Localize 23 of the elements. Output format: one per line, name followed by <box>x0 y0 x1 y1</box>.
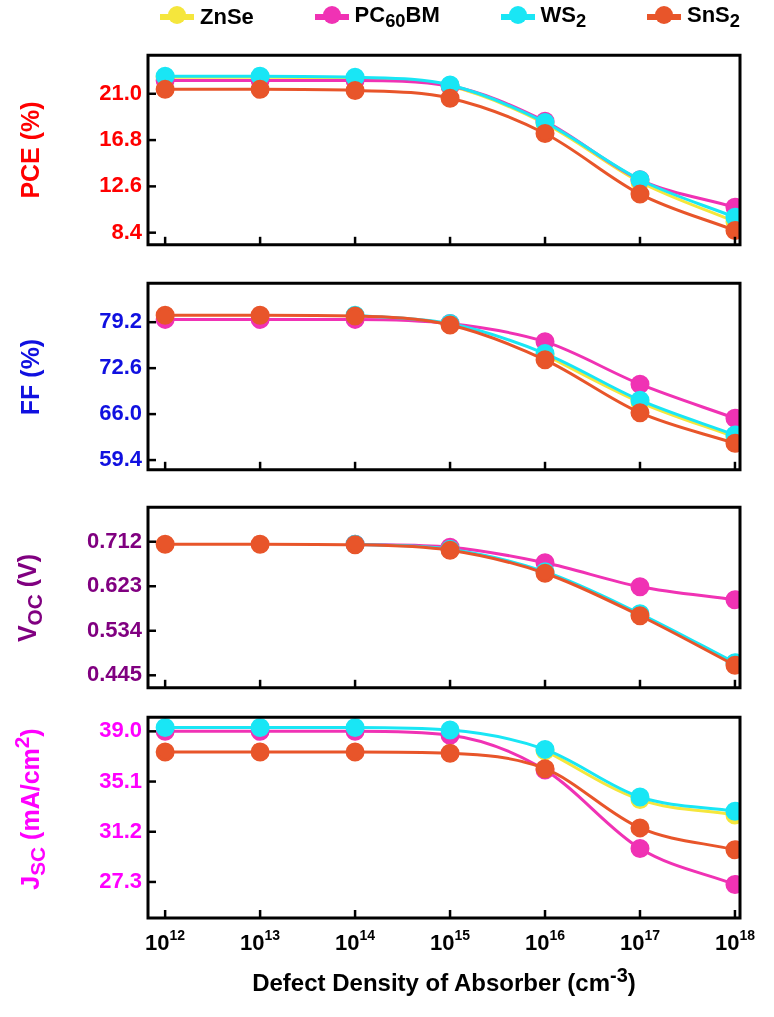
y-tick-label: 0.534 <box>86 616 143 642</box>
y-tick-label: 39.0 <box>99 717 142 743</box>
y-tick-label: 0.445 <box>86 661 142 687</box>
y-tick-label: 79.2 <box>99 308 142 334</box>
legend-label: PC$_{60}$BM <box>354 2 440 33</box>
y-tick-label: 12.6 <box>99 172 142 198</box>
y-tick-label: 8.4 <box>111 218 143 244</box>
y-tick-label: 21.0 <box>99 79 142 105</box>
y-tick-label: 16.8 <box>99 126 142 152</box>
y-tick-label: 0.712 <box>86 527 142 553</box>
legend-label: WS$_{2}$ <box>540 2 587 33</box>
legend-label: ZnSe <box>200 4 254 31</box>
y-tick-label: 31.2 <box>99 817 142 843</box>
y-axis-title: PCE (%) <box>15 101 45 199</box>
y-tick-label: 72.6 <box>99 354 142 380</box>
y-tick-label: 27.3 <box>99 868 142 894</box>
y-tick-label: 66.0 <box>99 400 142 426</box>
y-tick-label: 0.623 <box>86 572 142 598</box>
x-axis-title: Defect Density of Absorber (cm$^{-3}$) <box>251 964 637 997</box>
y-tick-label: 59.4 <box>99 446 143 472</box>
y-tick-label: 35.1 <box>99 767 142 793</box>
y-axis-title: FF (%) <box>15 338 45 415</box>
legend-label: SnS$_{2}$ <box>686 2 740 33</box>
